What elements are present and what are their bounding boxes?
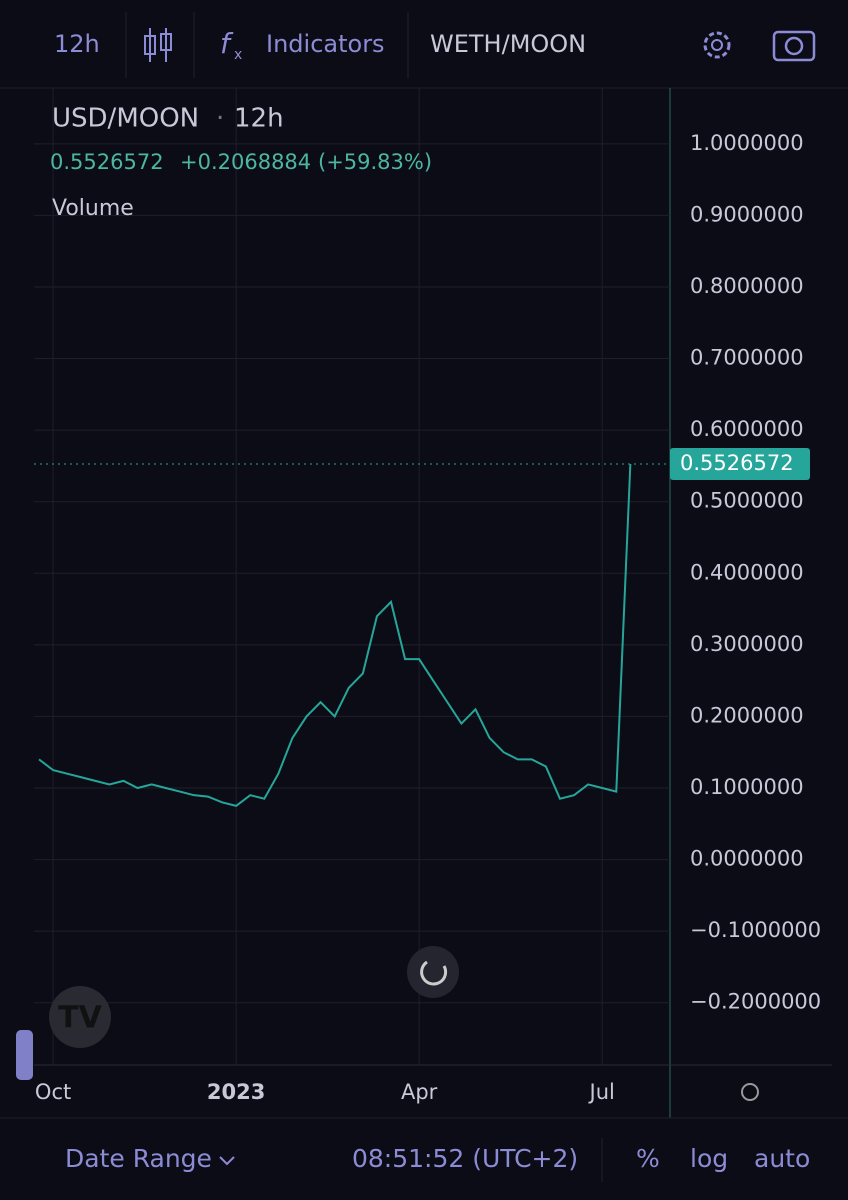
percent-button[interactable]: %	[636, 1144, 660, 1173]
y-tick-label: 0.6000000	[690, 417, 804, 441]
legend-change-pct: (+59.83%)	[318, 150, 432, 174]
indicators-button[interactable]: Indicators	[266, 30, 385, 58]
grid	[34, 88, 670, 1065]
log-button[interactable]: log	[690, 1144, 728, 1173]
x-tick-label: Jul	[588, 1080, 615, 1104]
last-price-label: 0.5526572	[680, 451, 794, 475]
y-tick-label: −0.2000000	[690, 990, 821, 1014]
auto-button[interactable]: auto	[754, 1144, 810, 1173]
settings-icon[interactable]	[703, 31, 731, 59]
price-line	[38, 463, 632, 807]
fx-icon[interactable]: x	[234, 47, 242, 63]
y-tick-label: −0.1000000	[690, 918, 821, 942]
y-tick-label: 0.4000000	[690, 560, 804, 584]
bottom-bar: Date Range 08:51:52 (UTC+2) % log auto	[65, 1138, 810, 1182]
y-tick-label: 0.8000000	[690, 274, 804, 298]
symbol-button[interactable]: WETH/MOON	[430, 30, 586, 58]
clock[interactable]: 08:51:52 (UTC+2)	[352, 1144, 578, 1173]
y-tick-label: 0.9000000	[690, 202, 804, 226]
legend-change: +0.2068884	[180, 150, 311, 174]
reset-icon	[420, 960, 448, 986]
logo-text: TV	[58, 1001, 102, 1036]
axis-settings-icon[interactable]	[741, 1083, 759, 1101]
y-tick-label: 0.5000000	[690, 489, 804, 513]
x-tick-label: Oct	[35, 1080, 71, 1104]
reset-button[interactable]	[407, 946, 459, 998]
y-tick-label: 0.1000000	[690, 775, 804, 799]
interval-button[interactable]: 12h	[54, 30, 100, 58]
y-tick-label: 0.2000000	[690, 703, 804, 727]
dropdown-icon	[219, 1156, 235, 1166]
legend-separator: ·	[216, 104, 224, 134]
legend: USD/MOON · 12h 0.5526572 +0.2068884 (+59…	[50, 104, 432, 222]
y-tick-label: 1.0000000	[690, 131, 804, 155]
x-tick-label: 2023	[207, 1080, 265, 1104]
x-tick-label: Apr	[401, 1080, 438, 1104]
plot	[34, 463, 670, 807]
screenshot-icon[interactable]	[772, 30, 816, 62]
chart-type-icon[interactable]	[144, 28, 172, 62]
logo[interactable]	[49, 986, 111, 1048]
y-tick-label: 0.3000000	[690, 632, 804, 656]
settings-icon	[711, 39, 723, 51]
legend-last: 0.5526572	[50, 150, 164, 174]
date-range-button[interactable]: Date Range	[65, 1144, 212, 1173]
last-price-box	[670, 448, 810, 481]
y-tick-label: 0.7000000	[690, 346, 804, 370]
side-toggle[interactable]	[16, 1030, 33, 1080]
legend-symbol: USD/MOON	[52, 104, 199, 134]
screenshot-icon	[784, 36, 804, 56]
legend-interval: 12h	[234, 104, 284, 134]
y-tick-label: 0.0000000	[690, 847, 804, 871]
legend-volume: Volume	[52, 196, 134, 221]
